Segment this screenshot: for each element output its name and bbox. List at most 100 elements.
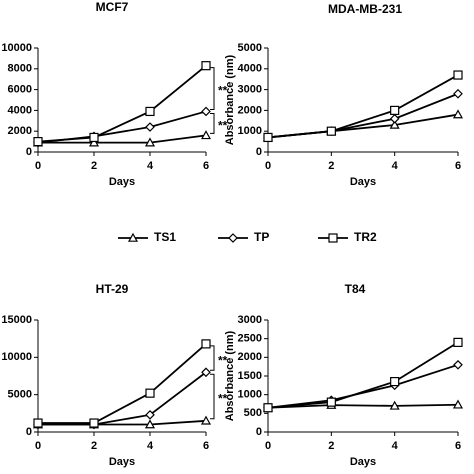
data-point: [201, 339, 211, 349]
x-tick-label: 6: [203, 160, 209, 172]
data-point: [453, 70, 463, 80]
data-point: [390, 105, 400, 116]
data-point: [389, 113, 400, 124]
data-point: [263, 403, 273, 413]
y-tick-label: 8000: [8, 63, 32, 75]
series-line: [267, 341, 459, 409]
x-tick-label: 0: [35, 440, 41, 452]
y-tick-label: 0: [26, 146, 32, 158]
y-tick-label: 1500: [238, 370, 262, 382]
data-point: [201, 61, 211, 71]
y-axis-label: Absorbance (nm): [224, 330, 236, 421]
significance-bracket: [210, 373, 215, 420]
y-tick-label: 4000: [238, 63, 262, 75]
x-tick-label: 2: [91, 160, 97, 172]
x-tick-label: 0: [265, 440, 271, 452]
x-tick-label: 6: [455, 160, 461, 172]
data-point: [145, 122, 155, 132]
data-point: [33, 137, 43, 147]
significance-bracket: [210, 67, 215, 110]
data-point: [326, 126, 336, 136]
y-tick-label: 3000: [238, 314, 262, 326]
annotation: **: [218, 353, 228, 367]
x-tick-label: 4: [392, 440, 399, 452]
data-point: [453, 88, 463, 99]
data-point: [201, 367, 211, 378]
y-tick-label: 0: [26, 426, 32, 438]
data-point: [326, 397, 336, 407]
data-point: [390, 377, 400, 387]
legend-label: TS1: [154, 230, 176, 244]
x-tick-label: 2: [91, 440, 97, 452]
y-tick-label: 5000: [8, 389, 32, 401]
data-point: [263, 132, 273, 143]
data-point: [389, 119, 400, 129]
data-point: [144, 419, 156, 429]
legend-marker: [328, 233, 338, 243]
y-tick-label: 2000: [8, 125, 32, 137]
y-tick-label: 10000: [1, 351, 32, 363]
y-tick-label: 0: [256, 146, 262, 158]
series-line: [267, 363, 459, 409]
chart-title: MDA-MB-231: [328, 2, 402, 16]
x-axis-label: Days: [350, 456, 376, 468]
y-tick-label: 500: [244, 407, 262, 419]
chart-title: HT-29: [96, 282, 129, 296]
x-axis-label: Days: [109, 176, 135, 188]
y-tick-label: 1000: [238, 125, 262, 137]
legend-label: TR2: [354, 230, 377, 244]
data-point: [201, 106, 211, 117]
x-tick-label: 4: [392, 160, 399, 172]
legend-marker: [228, 233, 238, 243]
y-tick-label: 10000: [1, 42, 32, 54]
data-point: [88, 137, 100, 147]
annotation: **: [218, 392, 228, 406]
significance-bracket: [210, 345, 215, 371]
data-point: [89, 418, 99, 428]
y-tick-label: 0: [256, 426, 262, 438]
x-tick-label: 6: [203, 440, 209, 452]
data-point: [452, 399, 464, 409]
y-tick-label: 3000: [238, 84, 262, 96]
data-point: [33, 418, 43, 428]
data-point: [144, 137, 156, 147]
y-tick-label: 2000: [238, 104, 262, 116]
x-tick-label: 4: [147, 440, 154, 452]
data-point: [389, 400, 400, 410]
y-tick-label: 5000: [238, 42, 262, 54]
series-line: [37, 64, 207, 143]
chart-title: MCF7: [96, 0, 129, 14]
annotation: **: [218, 84, 228, 98]
y-tick-label: 1000: [238, 389, 262, 401]
data-point: [452, 109, 464, 119]
data-point: [145, 106, 155, 117]
data-point: [145, 409, 155, 420]
y-tick-label: 15000: [1, 314, 32, 326]
data-point: [145, 388, 155, 398]
x-tick-label: 4: [147, 160, 154, 172]
significance-bracket: [210, 112, 215, 134]
series-line: [38, 134, 207, 144]
y-axis-label: Absorbance (nm): [224, 54, 236, 145]
x-tick-label: 0: [35, 160, 41, 172]
x-tick-label: 2: [328, 440, 334, 452]
data-point: [200, 415, 212, 425]
series-line: [267, 74, 459, 139]
chart-title: T84: [345, 282, 366, 296]
legend-label: TP: [254, 230, 269, 244]
data-point: [453, 337, 463, 347]
series-line: [38, 371, 207, 426]
data-point: [453, 359, 463, 370]
y-tick-label: 6000: [8, 84, 32, 96]
x-tick-label: 2: [328, 160, 334, 172]
y-tick-label: 4000: [8, 104, 32, 116]
data-point: [200, 130, 212, 140]
series-line: [267, 92, 459, 139]
y-tick-label: 2000: [238, 351, 262, 363]
annotation: **: [218, 119, 228, 133]
x-axis-label: Days: [350, 176, 376, 188]
x-tick-label: 6: [455, 440, 461, 452]
x-axis-label: Days: [109, 456, 135, 468]
x-tick-label: 0: [265, 160, 271, 172]
